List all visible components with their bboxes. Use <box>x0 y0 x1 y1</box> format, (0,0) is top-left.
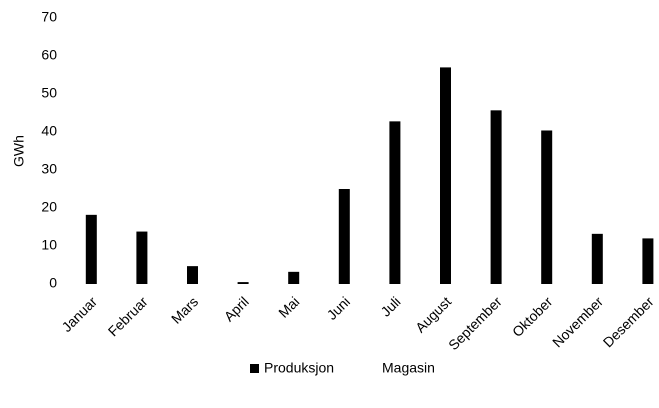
x-tick-label: Januar <box>58 293 100 335</box>
legend-marker <box>250 364 259 373</box>
y-tick-label: 50 <box>41 85 57 101</box>
bar <box>187 266 198 284</box>
x-tick-label: September <box>445 293 505 353</box>
y-tick-label: 30 <box>41 161 57 177</box>
y-tick-label: 70 <box>41 9 57 25</box>
x-tick-label: Mars <box>168 293 201 326</box>
x-tick-label: Juni <box>324 293 353 322</box>
bar <box>85 214 97 284</box>
bar <box>642 238 654 284</box>
bar <box>490 110 502 284</box>
legend-label: Magasin <box>382 360 435 376</box>
x-tick-label: Oktober <box>509 293 556 340</box>
bar <box>136 231 148 284</box>
x-tick-label: April <box>221 293 252 324</box>
bar <box>237 282 249 284</box>
bar <box>591 233 603 284</box>
x-tick-label: August <box>412 293 454 335</box>
y-tick-label: 0 <box>49 275 57 291</box>
legend-label: Produksjon <box>264 360 334 376</box>
bar <box>338 189 350 284</box>
x-tick-label: Februar <box>105 293 151 339</box>
x-tick-label: November <box>549 293 606 350</box>
y-tick-label: 10 <box>41 237 57 253</box>
y-tick-label: 60 <box>41 47 57 63</box>
x-tick-label: Desember <box>600 293 657 350</box>
y-tick-label: 20 <box>41 199 57 215</box>
bar <box>389 121 401 284</box>
x-tick-label: Mai <box>275 293 302 320</box>
x-tick-label: Juli <box>377 293 403 319</box>
bar <box>541 130 553 284</box>
bar <box>288 271 300 284</box>
bar <box>440 67 451 285</box>
y-axis-label: GWh <box>11 135 27 167</box>
y-tick-label: 40 <box>41 123 57 139</box>
legend-marker <box>368 364 377 373</box>
